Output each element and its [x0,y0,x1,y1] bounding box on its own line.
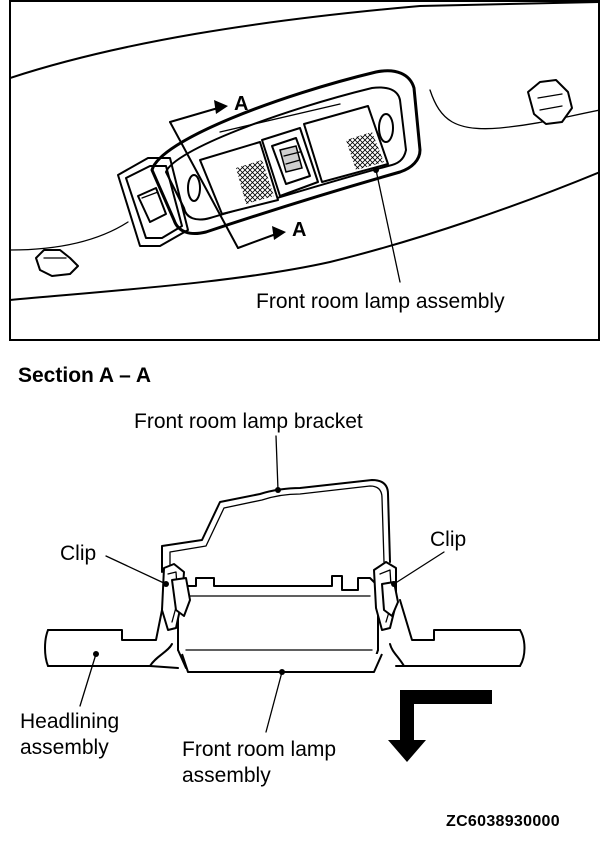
headliner-edge-upper [10,1,599,79]
headlining-leader-line [79,653,97,707]
roof-contour-right [429,89,599,130]
lamp-leader-line-section [265,671,283,733]
lamp-leader-line-top [375,169,401,283]
sunvisor-clip-right [527,79,573,125]
lamp-bracket-section [161,479,391,573]
label-front-room-lamp-assembly-top: Front room lamp assembly [256,290,505,313]
label-clip-left: Clip [60,542,96,565]
figure-code: ZC6038930000 [446,813,560,830]
headlining-left-section [44,599,179,669]
front-direction-arrow [388,690,492,762]
lamp-housing-section [177,575,383,673]
clip-left-leader-line [105,555,167,585]
headlining-leader-dot [93,651,99,657]
label-front-room-lamp-line2: assembly [182,764,271,787]
label-headlining-line1: Headlining [20,710,119,733]
sunvisor-clip-left [35,249,79,277]
section-marker-lower: A [292,219,306,241]
room-lamp-top-view [150,69,422,235]
lamp-leader-dot-section [279,669,285,675]
roof-contour-left [10,221,129,251]
label-front-room-lamp-bracket: Front room lamp bracket [134,410,363,433]
clip-right-leader-dot [391,581,397,587]
label-headlining-line2: assembly [20,736,109,759]
lamp-leader-dot-top [373,167,379,173]
label-clip-right: Clip [430,528,466,551]
label-front-room-lamp-line1: Front room lamp [182,738,336,761]
headlining-right-section [389,599,526,667]
headliner-edge-lower [10,171,599,301]
clip-right-section [373,561,399,631]
section-title: Section A – A [18,364,151,387]
section-line-aa [169,100,286,249]
clip-left-section [161,563,191,631]
clip-left-leader-dot [163,581,169,587]
bracket-leader-line [275,435,279,491]
ceiling-view: A A [10,1,599,301]
clip-right-leader-line [393,551,445,585]
section-marker-upper: A [234,93,248,115]
